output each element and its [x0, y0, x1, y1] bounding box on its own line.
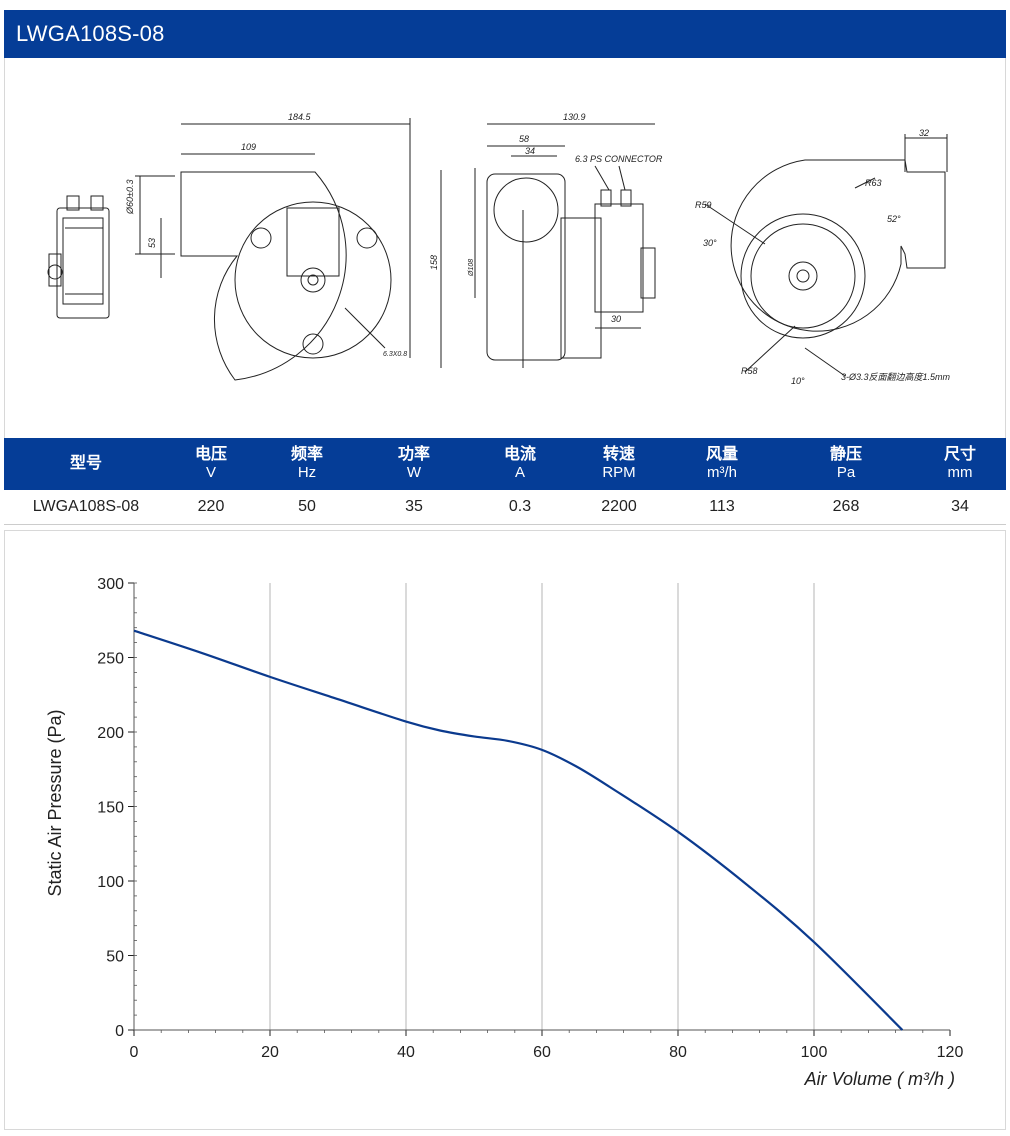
header-cell: 电流 A [503, 446, 536, 481]
dim-impeller-dia: Ø108 [468, 259, 475, 277]
dim-r58: R58 [741, 366, 758, 376]
cell-power: 35 [360, 490, 468, 525]
grid [269, 583, 815, 1030]
y-tick-label: 300 [97, 576, 124, 593]
tick-labels: 0 20 40 60 80 100 120 0 50 100 150 200 250 300 [97, 576, 963, 1061]
y-tick-label: 50 [106, 949, 124, 966]
dim-height: 158 [429, 255, 439, 270]
dim-motor-width: 30 [611, 314, 621, 324]
y-tick-label: 200 [97, 725, 124, 742]
dim-connector: 6.3 PS CONNECTOR [575, 154, 663, 164]
dim-outlet-height: 53 [147, 238, 157, 248]
drawing-svg: 184.5 109 Ø60±0.3 53 158 6.3X0.8 1 [47, 112, 951, 386]
dim-outlet-size: Ø60±0.3 [125, 180, 135, 215]
x-tick-label: 60 [533, 1044, 551, 1061]
front-view [135, 118, 442, 381]
header-cell: 频率 Hz [290, 446, 323, 481]
series-line-0 [133, 629, 904, 1031]
spec-table-header: 型号 电压 V 频率 Hz 功率 W 电流 A 转速 RPM 风量 m³/h 静压 Pa 尺寸… [4, 438, 1006, 490]
header-cell: 电压 V [194, 446, 227, 481]
x-tick-label: 80 [669, 1044, 687, 1061]
header-cell: 型号 [69, 455, 102, 472]
dim-inlet-offset: 109 [241, 142, 256, 152]
dim-terminal: 6.3X0.8 [383, 351, 407, 358]
technical-drawing: 184.5 109 Ø60±0.3 53 158 6.3X0.8 1 [4, 58, 1006, 438]
cell-pressure: 268 [778, 490, 914, 525]
dim-r59: R59 [695, 200, 712, 210]
dim-overall-width: 184.5 [288, 112, 312, 122]
y-tick-label: 250 [97, 651, 124, 668]
dim-r63: R63 [865, 178, 882, 188]
table-row: LWGA108S-08 220 50 35 0.3 2200 113 268 3… [4, 490, 1006, 525]
cell-model: LWGA108S-08 [4, 490, 168, 525]
header-cell: 尺寸 mm [943, 446, 976, 481]
dim-holes-note: 3-Ø3.3反面翻边高度1.5mm [841, 372, 951, 382]
cell-speed: 2200 [572, 490, 666, 525]
back-view [704, 134, 948, 377]
cell-current: 0.3 [468, 490, 572, 525]
header-cell: 风量 m³/h [705, 446, 738, 481]
dim-angle-52: 52° [887, 214, 901, 224]
header-cell: 功率 W [397, 446, 430, 481]
x-tick-label: 120 [937, 1044, 964, 1061]
cell-airflow: 113 [666, 490, 778, 525]
y-tick-label: 150 [97, 800, 124, 817]
dim-depth: 130.9 [563, 112, 586, 122]
axes [128, 582, 951, 1036]
y-axis-title: Static Air Pressure (Pa) [45, 709, 65, 896]
side-view-small [47, 195, 110, 319]
dim-depth-b: 34 [525, 146, 535, 156]
dim-depth-a: 58 [519, 134, 529, 144]
cell-size: 34 [914, 490, 1006, 525]
x-tick-label: 40 [397, 1044, 415, 1061]
chart-svg: 0 20 40 60 80 100 120 0 50 100 150 200 250 300 Static… [45, 576, 963, 1089]
cell-frequency: 50 [254, 490, 360, 525]
dim-angle-30: 30° [703, 238, 717, 248]
page-title: LWGA108S-08 [4, 10, 1006, 58]
x-tick-label: 0 [130, 1044, 139, 1061]
x-tick-label: 20 [261, 1044, 279, 1061]
side-view [474, 123, 656, 368]
y-tick-label: 100 [97, 874, 124, 891]
header-cell: 转速 RPM [602, 446, 636, 481]
y-tick-label: 0 [115, 1023, 124, 1040]
spec-table: 型号 电压 V 频率 Hz 功率 W 电流 A 转速 RPM 风量 m³/h 静压 Pa 尺寸… [4, 438, 1006, 525]
dim-outlet-width: 32 [919, 128, 929, 138]
pq-chart: 0 20 40 60 80 100 120 0 50 100 150 200 250 300 Static… [4, 530, 1006, 1130]
x-tick-label: 100 [801, 1044, 828, 1061]
cell-voltage: 220 [168, 490, 254, 525]
header-cell: 静压 Pa [829, 446, 862, 481]
x-axis-title: Air Volume ( m³/h ) [804, 1069, 955, 1089]
series [133, 629, 904, 1031]
dim-angle-10: 10° [791, 376, 805, 386]
